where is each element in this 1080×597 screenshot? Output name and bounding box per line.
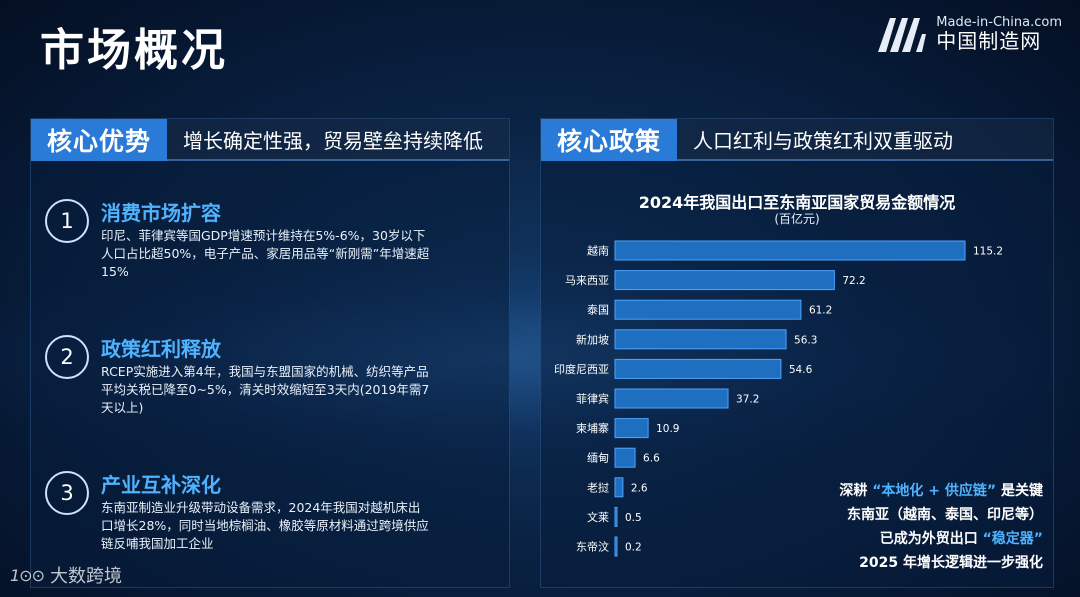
bar <box>614 240 966 261</box>
bar <box>614 388 729 409</box>
callout-line: 深耕 “本地化 + 供应链” 是关键 <box>839 483 1043 499</box>
value-label: 2.6 <box>631 482 648 494</box>
category-label: 缅甸 <box>587 451 609 465</box>
category-label: 菲律宾 <box>576 392 609 406</box>
value-label: 37.2 <box>736 394 759 406</box>
number-circle: 3 <box>45 471 89 515</box>
value-label: 56.3 <box>794 334 817 346</box>
advantage-body: RCEP实施进入第4年，我国与东盟国家的机械、纺织等产品平均关税已降至0~5%，… <box>101 364 430 415</box>
callout-highlight: “稳定器” <box>982 531 1043 547</box>
bar <box>614 536 618 557</box>
panel-tag: 核心政策 <box>541 119 678 161</box>
bar <box>614 447 636 468</box>
brand-name-cn: 中国制造网 <box>936 29 1042 54</box>
panel-tag: 核心优势 <box>31 119 168 161</box>
core-policy-panel: 核心政策 人口红利与政策红利双重驱动 2024年我国出口至东南亚国家贸易金额情况… <box>540 118 1054 588</box>
panel-header: 核心优势 增长确定性强，贸易壁垒持续降低 <box>31 119 509 161</box>
value-label: 72.2 <box>842 275 865 287</box>
bar <box>614 299 802 320</box>
callout-line: 2025 年增长逻辑进一步强化 <box>859 555 1043 571</box>
chart-unit: (百亿元) <box>774 212 820 226</box>
category-label: 越南 <box>587 244 609 258</box>
category-label: 马来西亚 <box>565 274 609 287</box>
number-circle: 1 <box>45 199 89 243</box>
watermark: 1⊙⊙ 大数跨境 <box>10 562 122 588</box>
chart-title: 2024年我国出口至东南亚国家贸易金额情况 <box>638 193 956 212</box>
brand-name-en: Made-in-China.com <box>936 14 1062 30</box>
category-label: 东帝汶 <box>576 540 609 554</box>
category-label: 泰国 <box>587 303 609 317</box>
core-advantages-panel: 核心优势 增长确定性强，贸易壁垒持续降低 1 消费市场扩容 印尼、菲律宾等国GD… <box>30 118 510 588</box>
panel-subtitle: 增长确定性强，贸易壁垒持续降低 <box>167 119 509 161</box>
advantage-body: 东南亚制造业升级带动设备需求，2024年我国对越机床出口增长28%，同时当地棕榈… <box>101 500 429 551</box>
value-label: 6.6 <box>643 453 660 465</box>
bar <box>614 358 782 379</box>
panel-subtitle: 人口红利与政策红利双重驱动 <box>677 119 1053 161</box>
advantage-title: 政策红利释放 <box>101 337 221 361</box>
value-label: 54.6 <box>789 364 813 376</box>
category-label: 柬埔寨 <box>576 421 609 435</box>
watermark-logo-icon: 1⊙⊙ <box>10 565 45 585</box>
value-label: 115.2 <box>973 246 1003 258</box>
category-label: 印度尼西亚 <box>554 362 609 376</box>
value-label: 61.2 <box>809 305 832 317</box>
made-in-china-logo-icon <box>878 18 927 52</box>
value-label: 10.9 <box>656 423 679 435</box>
callout-line: 已成为外贸出口 “稳定器” <box>879 531 1043 547</box>
watermark-text: 大数跨境 <box>50 566 122 587</box>
callout-line: 东南亚（越南、泰国、印尼等） <box>847 507 1043 523</box>
advantage-body: 印尼、菲律宾等国GDP增速预计维持在5%-6%，30岁以下人口占比超50%，电子… <box>101 228 430 279</box>
bar <box>614 329 787 350</box>
category-label: 老挝 <box>587 480 609 494</box>
value-label: 0.5 <box>625 512 642 524</box>
category-label: 新加坡 <box>576 332 609 346</box>
advantage-title: 消费市场扩容 <box>101 201 221 225</box>
export-bar-chart: 越南 115.2 马来西亚 72.2 泰国 61.2 新加坡 56.3 印度尼西亚 54.6 菲律宾… <box>554 240 1003 557</box>
bar <box>614 418 649 439</box>
bar <box>614 270 835 291</box>
value-label: 0.2 <box>625 542 642 554</box>
advantage-title: 产业互补深化 <box>101 473 221 497</box>
category-label: 文莱 <box>587 510 609 524</box>
bar <box>614 477 624 498</box>
panel-header: 核心政策 人口红利与政策红利双重驱动 <box>541 119 1053 161</box>
brand-logo: Made-in-China.com 中国制造网 <box>876 14 1062 54</box>
summary-callout: 深耕 “本地化 + 供应链” 是关键 东南亚（越南、泰国、印尼等） 已成为外贸出… <box>781 479 1043 575</box>
callout-highlight: “本地化 + 供应链” <box>872 483 997 499</box>
bar <box>614 506 618 527</box>
number-circle: 2 <box>45 335 89 379</box>
page-title: 市场概况 <box>40 25 228 76</box>
